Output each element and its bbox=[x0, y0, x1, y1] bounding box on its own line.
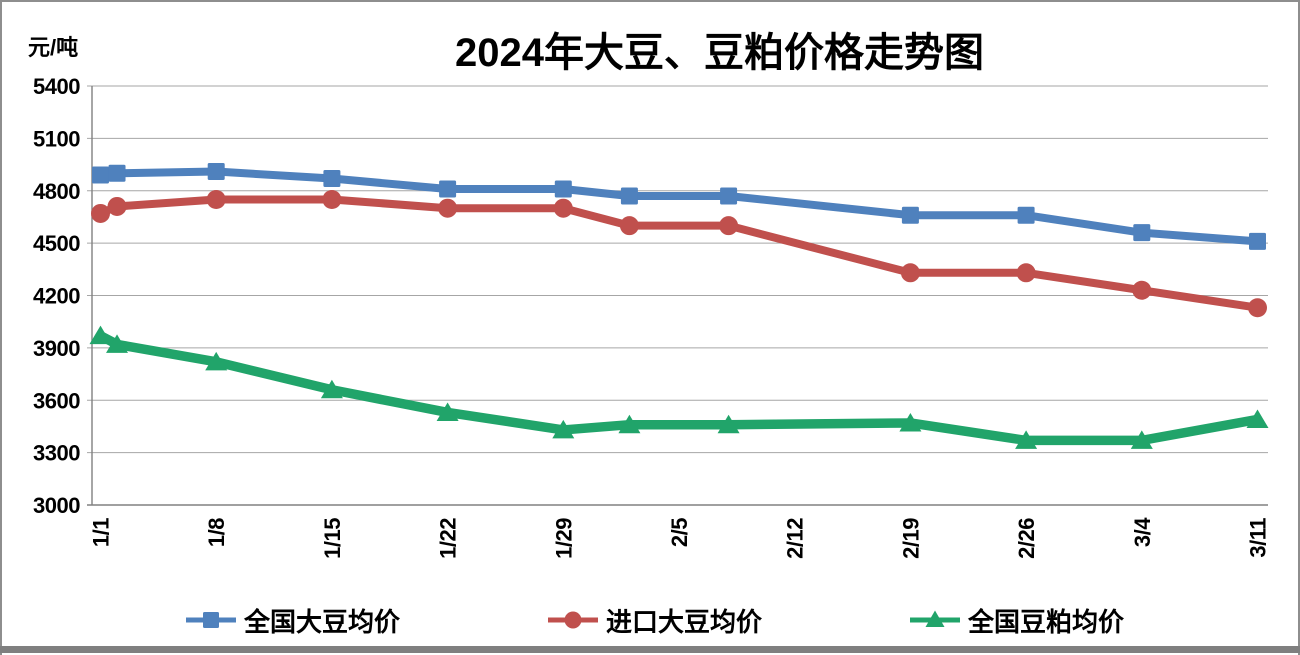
legend-item-national-soybean: 全国大豆均价 bbox=[186, 602, 400, 639]
series-line-1 bbox=[91, 189, 1267, 318]
legend-item-national-soybean-meal: 全国豆粕均价 bbox=[910, 602, 1124, 639]
data-point-triangle bbox=[1130, 430, 1153, 449]
data-point-square bbox=[620, 187, 638, 205]
data-point-square bbox=[108, 164, 126, 182]
svg-text:3600: 3600 bbox=[33, 388, 80, 413]
svg-text:3/4: 3/4 bbox=[1130, 517, 1155, 547]
data-point-circle bbox=[553, 198, 573, 218]
chart-title: 2024年大豆、豆粕价格走势图 bbox=[455, 31, 984, 75]
data-point-circle bbox=[206, 189, 226, 209]
data-point-circle bbox=[619, 216, 639, 236]
svg-text:1/8: 1/8 bbox=[204, 518, 229, 547]
x-axis-labels: 1/1 1/8 1/15 1/22 1/29 2/5 2/12 2/19 2/26 3/4 3/11 bbox=[89, 517, 1271, 559]
data-point-triangle bbox=[618, 414, 641, 434]
window-border-right bbox=[1298, 0, 1300, 655]
data-point-triangle bbox=[1246, 409, 1269, 428]
svg-text:2/26: 2/26 bbox=[1014, 518, 1039, 559]
data-point-square bbox=[1249, 232, 1266, 250]
data-point-triangle bbox=[205, 351, 228, 371]
svg-text:1/22: 1/22 bbox=[436, 518, 461, 559]
series-line-0 bbox=[92, 163, 1266, 250]
window-border-top bbox=[0, 0, 1300, 2]
svg-text:3300: 3300 bbox=[33, 441, 80, 466]
data-point-square bbox=[1017, 206, 1035, 224]
svg-text:1/15: 1/15 bbox=[320, 518, 345, 559]
y-axis-labels: 5400 5100 4800 4500 4200 3900 3600 3300 3000 bbox=[33, 74, 81, 518]
data-point-square bbox=[1133, 224, 1151, 242]
svg-text:5400: 5400 bbox=[33, 74, 80, 99]
data-point-triangle bbox=[899, 412, 922, 432]
svg-text:2/12: 2/12 bbox=[783, 518, 808, 559]
circle-marker-icon bbox=[548, 611, 599, 629]
svg-text:4200: 4200 bbox=[33, 284, 80, 309]
data-point-square bbox=[92, 166, 109, 184]
data-point-square bbox=[901, 206, 919, 224]
svg-text:2/5: 2/5 bbox=[667, 518, 692, 547]
data-point-circle bbox=[900, 263, 920, 283]
data-point-circle bbox=[107, 196, 127, 216]
data-point-triangle bbox=[106, 334, 129, 353]
data-point-triangle bbox=[1015, 430, 1038, 449]
legend-label: 进口大豆均价 bbox=[606, 606, 763, 637]
window-border-left bbox=[0, 0, 2, 655]
data-point-square bbox=[720, 187, 738, 205]
svg-text:1/29: 1/29 bbox=[551, 518, 576, 559]
svg-text:3/11: 3/11 bbox=[1246, 518, 1271, 558]
data-point-square bbox=[207, 163, 225, 181]
data-point-circle bbox=[1248, 298, 1267, 318]
data-point-square bbox=[554, 180, 572, 198]
data-point-circle bbox=[1132, 280, 1152, 300]
svg-text:3900: 3900 bbox=[33, 336, 80, 361]
data-point-triangle bbox=[717, 414, 740, 434]
square-marker-icon bbox=[186, 612, 236, 628]
y-axis-unit-label: 元/吨 bbox=[28, 35, 79, 60]
data-point-square bbox=[323, 170, 341, 188]
legend-item-imported-soybean: 进口大豆均价 bbox=[548, 602, 762, 639]
data-point-triangle bbox=[552, 419, 575, 439]
svg-text:1/1: 1/1 bbox=[89, 518, 114, 547]
data-point-circle bbox=[719, 216, 739, 236]
data-point-circle bbox=[91, 203, 110, 223]
axes bbox=[87, 86, 1268, 506]
data-point-triangle bbox=[320, 379, 343, 399]
svg-text:3000: 3000 bbox=[33, 493, 80, 518]
data-point-triangle bbox=[89, 325, 112, 345]
svg-text:5100: 5100 bbox=[33, 126, 80, 151]
data-point-triangle bbox=[436, 402, 459, 421]
series-line-2 bbox=[89, 325, 1269, 449]
svg-text:2/19: 2/19 bbox=[898, 518, 923, 559]
window-bottom-bar bbox=[0, 646, 1300, 653]
svg-text:4500: 4500 bbox=[33, 231, 80, 256]
data-point-circle bbox=[1016, 263, 1036, 283]
triangle-marker-icon bbox=[910, 610, 961, 627]
data-point-circle bbox=[438, 198, 458, 218]
data-point-circle bbox=[322, 189, 342, 209]
svg-text:4800: 4800 bbox=[33, 179, 80, 204]
legend-label: 全国大豆均价 bbox=[244, 606, 401, 637]
chart-legend: 全国大豆均价 进口大豆均价 全国豆粕均价 bbox=[186, 597, 1124, 643]
data-point-square bbox=[439, 180, 457, 198]
legend-label: 全国豆粕均价 bbox=[968, 606, 1125, 637]
